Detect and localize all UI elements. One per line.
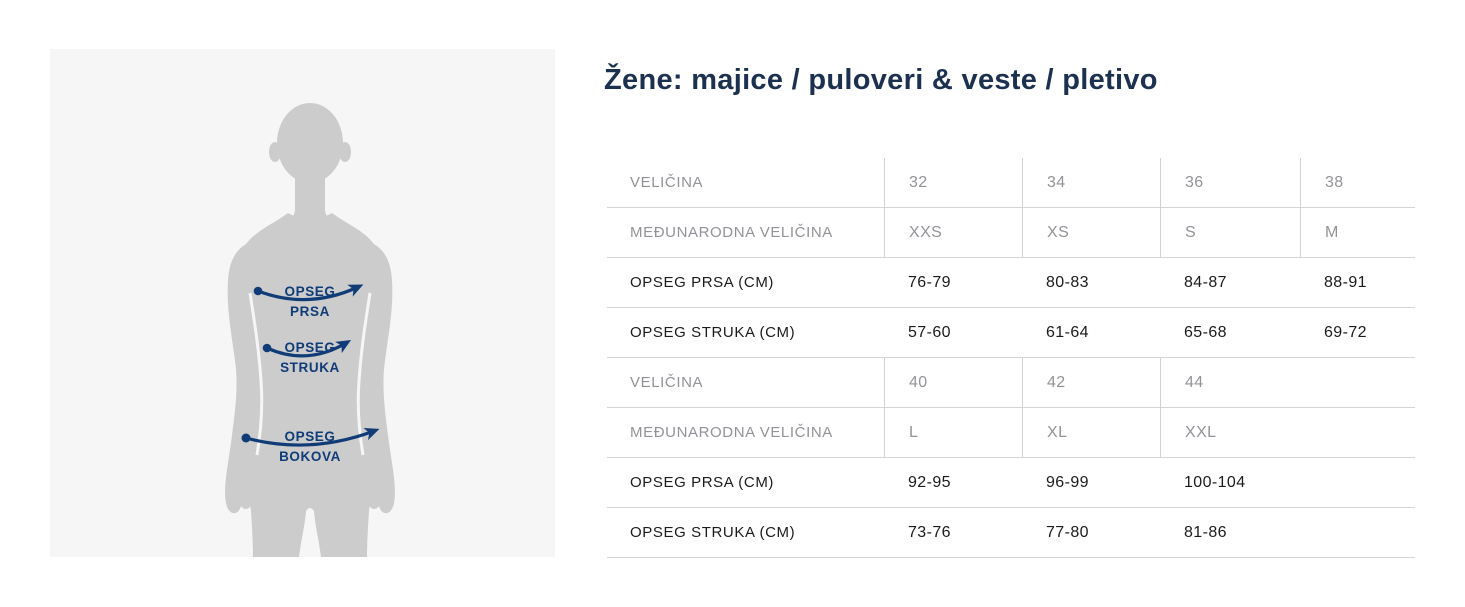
cell-value: 34 [1022, 158, 1160, 207]
waist-measure-arrow-dot [262, 343, 272, 353]
table-row-waist-1: OPSEG STRUKA (CM) 57-60 61-64 65-68 69-7… [607, 308, 1415, 358]
row-label: OPSEG STRUKA (CM) [630, 324, 796, 341]
chest-measure-arrow [257, 284, 364, 302]
cell-value: 96-99 [1046, 473, 1089, 491]
body-silhouette-shape [225, 103, 395, 557]
cell-value: 65-68 [1184, 323, 1227, 341]
hip-measure-arrow-dot [241, 433, 251, 443]
cell-value: 69-72 [1324, 323, 1367, 341]
cell-value: XXS [884, 208, 1022, 257]
cell-value: S [1160, 208, 1300, 257]
row-label: VELIČINA [630, 374, 704, 391]
cell-value: 100-104 [1184, 473, 1246, 491]
table-row-size-eu-1: VELIČINA 32 34 36 38 [607, 158, 1415, 208]
row-label: OPSEG STRUKA (CM) [630, 524, 796, 541]
cell-value: 40 [884, 358, 1022, 407]
table-row-waist-2: OPSEG STRUKA (CM) 73-76 77-80 81-86 [607, 508, 1415, 558]
chest-measure-label-line1: OPSEG [284, 284, 335, 299]
table-row-size-intl-2: MEĐUNARODNA VELIČINA L XL XXL [607, 408, 1415, 458]
woman-silhouette-illustration: OPSEG PRSA OPSEG STRUKA OPSEG BOKOVA [225, 103, 395, 557]
cell-value: XL [1022, 408, 1160, 457]
chest-measure-annotation: OPSEG PRSA [253, 284, 364, 319]
cell-value: 80-83 [1046, 273, 1089, 291]
size-table: VELIČINA 32 34 36 38 MEĐUNARODNA VELIČIN… [607, 158, 1415, 558]
chest-measure-label-line2: PRSA [290, 304, 330, 319]
row-label: MEĐUNARODNA VELIČINA [630, 224, 833, 241]
table-row-chest-2: OPSEG PRSA (CM) 92-95 96-99 100-104 [607, 458, 1415, 508]
hip-measure-arrow [245, 428, 380, 447]
waist-measure-annotation: OPSEG STRUKA [262, 340, 352, 375]
hip-measure-label-line2: BOKOVA [279, 449, 341, 464]
cell-value: M [1300, 208, 1415, 257]
row-label: OPSEG PRSA (CM) [630, 474, 775, 491]
row-label: OPSEG PRSA (CM) [630, 274, 775, 291]
cell-value: XS [1022, 208, 1160, 257]
hip-measure-annotation: OPSEG BOKOVA [241, 428, 380, 464]
cell-value: 81-86 [1184, 523, 1227, 541]
cell-value: 92-95 [908, 473, 951, 491]
cell-value: 38 [1300, 158, 1415, 207]
hip-measure-label-line1: OPSEG [284, 429, 335, 444]
cell-value: 73-76 [908, 523, 951, 541]
cell-value: 77-80 [1046, 523, 1089, 541]
cell-value: 32 [884, 158, 1022, 207]
cell-value: 42 [1022, 358, 1160, 407]
table-row-size-eu-2: VELIČINA 40 42 44 [607, 358, 1415, 408]
table-row-chest-1: OPSEG PRSA (CM) 76-79 80-83 84-87 88-91 [607, 258, 1415, 308]
cell-value: 61-64 [1046, 323, 1089, 341]
cell-value: 84-87 [1184, 273, 1227, 291]
waist-measure-label-line1: OPSEG [284, 340, 335, 355]
cell-value: 44 [1160, 358, 1415, 407]
cell-value: XXL [1160, 408, 1415, 457]
cell-value: L [884, 408, 1022, 457]
cell-value: 57-60 [908, 323, 951, 341]
measurement-figure-panel: OPSEG PRSA OPSEG STRUKA OPSEG BOKOVA [50, 49, 555, 557]
arm-torso-gap-lines [248, 292, 372, 456]
row-label: MEĐUNARODNA VELIČINA [630, 424, 833, 441]
cell-value: 36 [1160, 158, 1300, 207]
chest-measure-arrow-dot [253, 286, 263, 296]
page-title: Žene: majice / puloveri & veste / pletiv… [604, 64, 1158, 96]
waist-measure-label-line2: STRUKA [280, 360, 340, 375]
cell-value: 76-79 [908, 273, 951, 291]
table-row-size-intl-1: MEĐUNARODNA VELIČINA XXS XS S M [607, 208, 1415, 258]
waist-measure-arrow [266, 340, 352, 358]
row-label: VELIČINA [630, 174, 704, 191]
cell-value: 88-91 [1324, 273, 1367, 291]
